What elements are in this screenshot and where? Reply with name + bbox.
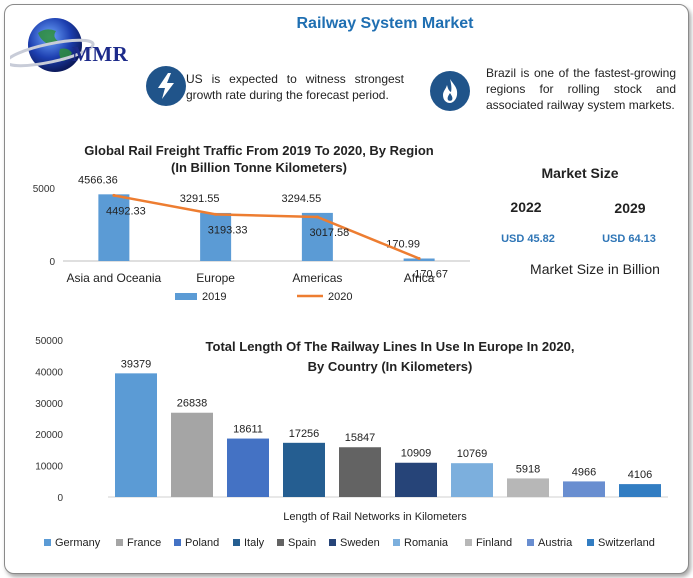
chart1-line-point [315, 215, 319, 219]
fact-badge-2 [430, 71, 470, 111]
chart1-line-label: 4492.33 [106, 205, 146, 217]
chart1-legend-2020: 2020 [328, 291, 352, 303]
chart1-line-label: 3017.58 [309, 227, 349, 239]
fact-badge-1 [146, 66, 186, 106]
chart1-bar-label: 170.99 [386, 239, 420, 251]
chart1-line-point [214, 212, 218, 216]
chart1-line-label: 3193.33 [208, 224, 248, 236]
chart1-line-2020 [113, 194, 420, 260]
market-value-2029: USD 64.13 [602, 233, 656, 245]
market-size-title: Market Size [541, 165, 619, 181]
market-year-2022: 2022 [510, 199, 542, 215]
chart1-line-point [417, 257, 421, 261]
chart1-legend-2019-swatch [175, 293, 197, 300]
chart1-category-label: Americas [292, 271, 342, 285]
market-value-2022: USD 45.82 [501, 233, 555, 245]
fact-text-2: Brazil is one of the fastest-growing reg… [486, 66, 676, 112]
chart1-category-label: Africa [404, 271, 435, 285]
chart1-subtitle: (In Billion Tonne Kilometers) [171, 160, 347, 175]
fact-text-1: US is expected to witness strongest grow… [186, 72, 404, 102]
chart1-bar-2019 [200, 212, 232, 261]
mmr-logo: MMR [5, 15, 150, 75]
flame-icon [443, 79, 458, 103]
chart1-title: Global Rail Freight Traffic From 2019 To… [84, 143, 433, 158]
page-title: Railway System Market [296, 15, 474, 32]
chart1-category-label: Asia and Oceania [67, 271, 162, 285]
globe-icon [5, 18, 95, 72]
chart1-category-label: Europe [196, 271, 235, 285]
logo-text: MMR [72, 42, 129, 66]
chart1-line-label: 170.67 [414, 269, 448, 281]
market-year-2029: 2029 [614, 200, 646, 216]
chart1-bar-2019 [98, 194, 130, 261]
chart1-line-point [112, 193, 116, 197]
lightning-icon [158, 73, 174, 99]
chart1-bar-label: 4566.36 [78, 174, 118, 186]
chart1-bar-label: 3294.55 [281, 193, 321, 205]
market-size-subtitle: Market Size in Billion [530, 261, 660, 277]
chart1-ytick: 0 [49, 257, 55, 268]
chart1-bar-label: 3291.55 [180, 193, 220, 205]
chart1-ytick: 5000 [33, 184, 56, 195]
chart1-legend-2019: 2019 [202, 291, 226, 303]
